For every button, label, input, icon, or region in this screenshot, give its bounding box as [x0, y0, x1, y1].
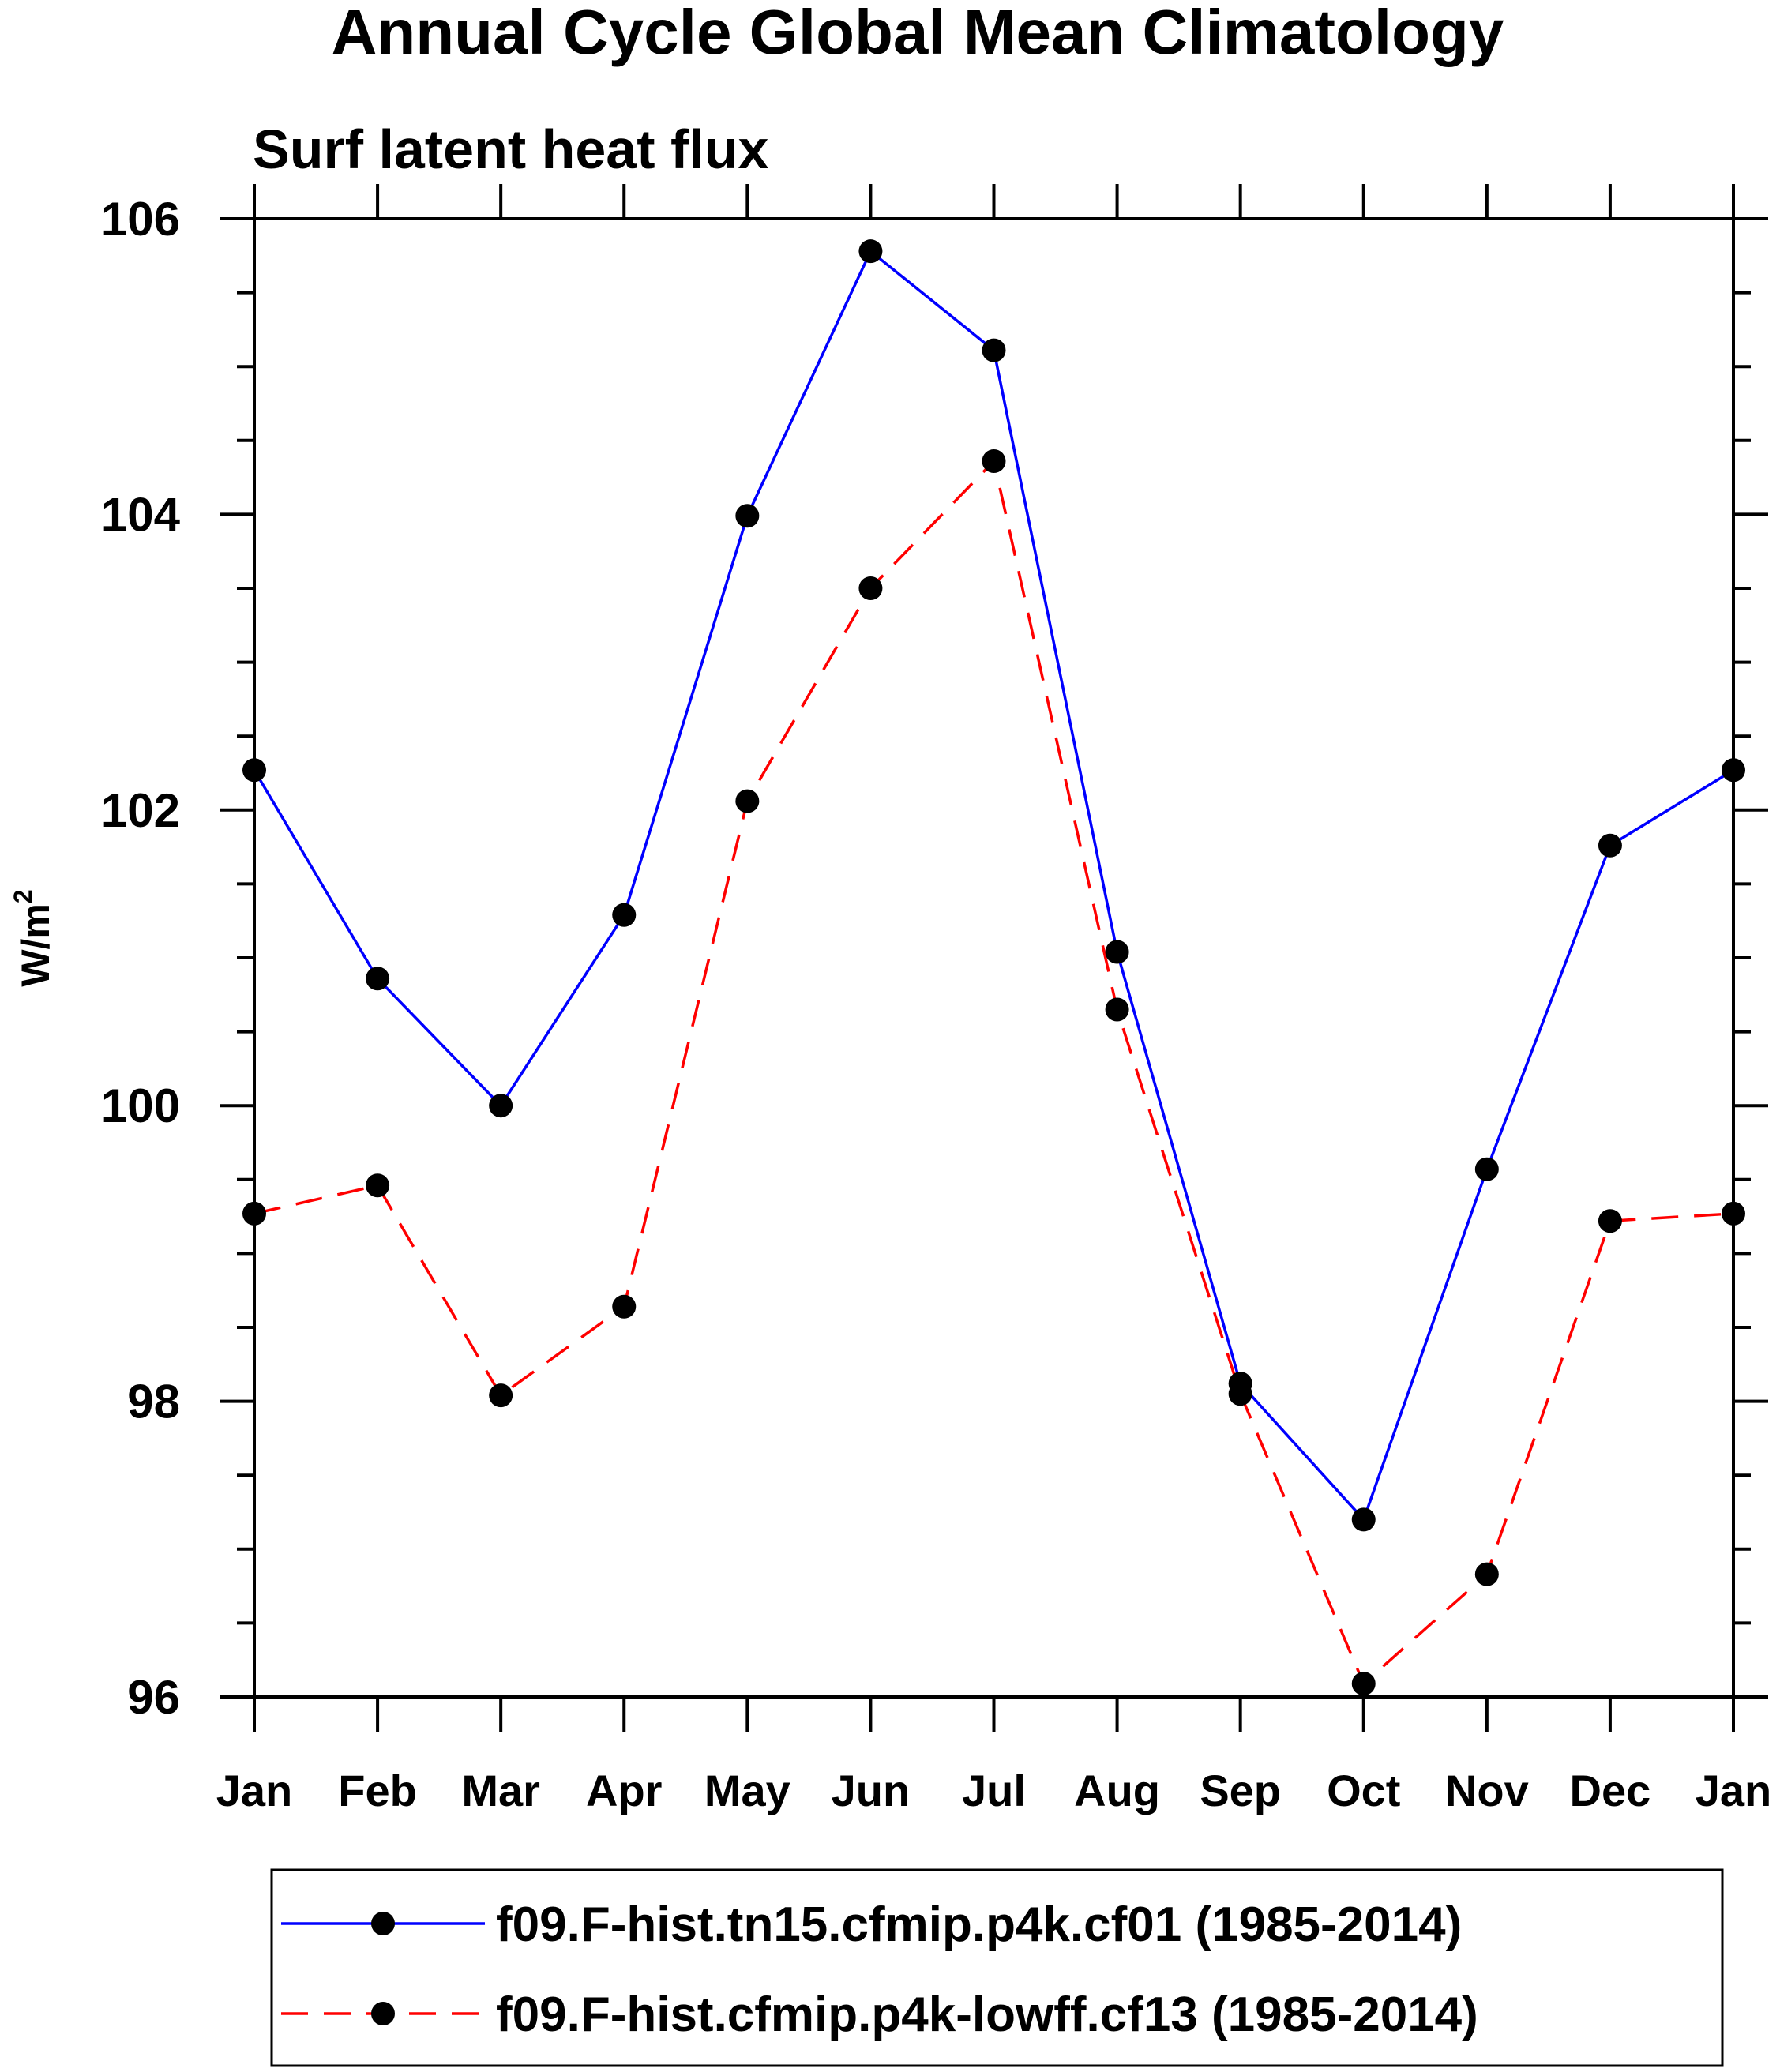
y-tick-label: 100	[101, 1079, 180, 1132]
x-tick-label: Mar	[461, 1766, 540, 1815]
x-tick-label: Oct	[1327, 1766, 1400, 1815]
x-tick-labels: Jan Feb Mar Apr May Jun Jul Aug Sep Oct Nov Dec Jan	[216, 1766, 1772, 1815]
data-point-marker	[1474, 1562, 1499, 1586]
chart-subtitle: Surf latent heat flux	[253, 118, 768, 180]
data-point-marker	[612, 1294, 637, 1319]
data-point-marker	[735, 789, 760, 813]
data-point-marker	[489, 1094, 513, 1118]
y-tick-label: 106	[101, 193, 180, 246]
data-point-marker	[858, 576, 883, 600]
chart-title: Annual Cycle Global Mean Climatology	[332, 0, 1504, 67]
data-point-marker	[1105, 997, 1129, 1022]
x-tick-label: Jan	[216, 1766, 293, 1815]
y-axis-label-superscript: 2	[9, 889, 37, 903]
legend-marker	[371, 1912, 395, 1935]
x-tick-label: Sep	[1200, 1766, 1281, 1815]
x-tick-label: Jan	[1696, 1766, 1772, 1815]
legend-box	[270, 1868, 1724, 2067]
x-tick-label: Apr	[586, 1766, 662, 1815]
axis-ticks	[220, 184, 1768, 1732]
data-point-marker	[735, 504, 760, 528]
x-tick-label: May	[704, 1766, 790, 1815]
plot-area-frame	[253, 217, 1735, 1699]
x-tick-label: Feb	[338, 1766, 417, 1815]
series-markers	[242, 239, 1745, 1696]
data-point-marker	[612, 903, 637, 927]
legend-label: f09.F-hist.tn15.cfmip.p4k.cf01 (1985-201…	[496, 1897, 1462, 1952]
y-axis-label: W/m2	[9, 889, 58, 986]
y-tick-label: 98	[127, 1376, 180, 1428]
legend-label: f09.F-hist.cfmip.p4k-lowff.cf13 (1985-20…	[496, 1988, 1478, 2042]
data-point-marker	[366, 1173, 390, 1198]
y-tick-label: 102	[101, 784, 180, 837]
legend-item: f09.F-hist.cfmip.p4k-lowff.cf13 (1985-20…	[281, 1988, 1478, 2042]
data-point-marker	[366, 967, 390, 991]
data-point-marker	[1228, 1372, 1252, 1396]
y-tick-label: 96	[127, 1671, 180, 1724]
data-point-marker	[489, 1383, 513, 1408]
data-point-marker	[858, 239, 883, 264]
legend-items: f09.F-hist.tn15.cfmip.p4k.cf01 (1985-201…	[281, 1897, 1478, 2042]
data-point-marker	[1598, 833, 1622, 858]
legend-marker	[371, 2002, 395, 2025]
y-axis-label-unit: W/m	[13, 903, 58, 987]
data-point-marker	[1351, 1672, 1376, 1696]
x-tick-label: Nov	[1445, 1766, 1529, 1815]
y-tick-labels: 96 98 100 102 104 106	[101, 193, 181, 1724]
y-tick-label: 104	[101, 488, 181, 541]
data-point-marker	[1598, 1209, 1622, 1233]
data-point-marker	[1351, 1507, 1376, 1532]
y-axis-label-text: W/m2	[9, 889, 58, 986]
data-point-marker	[982, 338, 1006, 362]
x-tick-label: Jul	[962, 1766, 1026, 1815]
legend-item: f09.F-hist.tn15.cfmip.p4k.cf01 (1985-201…	[281, 1897, 1462, 1952]
x-tick-label: Aug	[1074, 1766, 1160, 1815]
x-tick-label: Jun	[832, 1766, 911, 1815]
data-point-marker	[1474, 1157, 1499, 1181]
data-point-marker	[982, 449, 1006, 474]
legend: f09.F-hist.tn15.cfmip.p4k.cf01 (1985-201…	[270, 1868, 1724, 2067]
x-tick-label: Dec	[1570, 1766, 1651, 1815]
data-point-marker	[1105, 940, 1129, 964]
